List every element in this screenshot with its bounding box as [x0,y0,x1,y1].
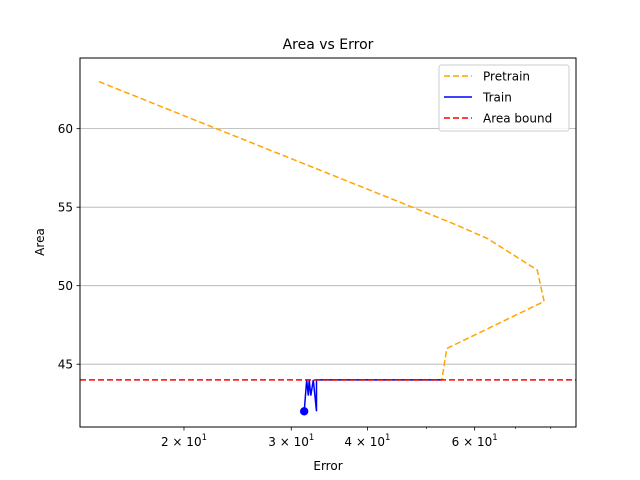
legend-box [438,64,570,132]
chart-title: Area vs Error [283,37,374,53]
x-tick-label: 6 × 101 [452,433,498,449]
y-tick-label: 60 [58,122,73,136]
series-train [303,379,442,412]
plot-frame [79,57,577,428]
y-tick-label: 50 [58,279,73,293]
train-endpoint-marker [299,407,309,416]
legend-label: Train [482,91,512,105]
legend-label: Area bound [483,112,552,126]
x-tick-label: 3 × 101 [268,433,314,449]
legend: Pretrain Train Area bound [438,64,570,132]
y-tick-label: 55 [58,201,73,215]
x-axis-label: Error [313,459,342,473]
legend-label: Pretrain [483,70,530,84]
y-axis-label: Area [33,228,47,256]
x-tick-label: 4 × 101 [344,433,390,449]
y-tick-label: 45 [58,358,73,372]
x-tick-label: 2 × 101 [161,433,207,449]
